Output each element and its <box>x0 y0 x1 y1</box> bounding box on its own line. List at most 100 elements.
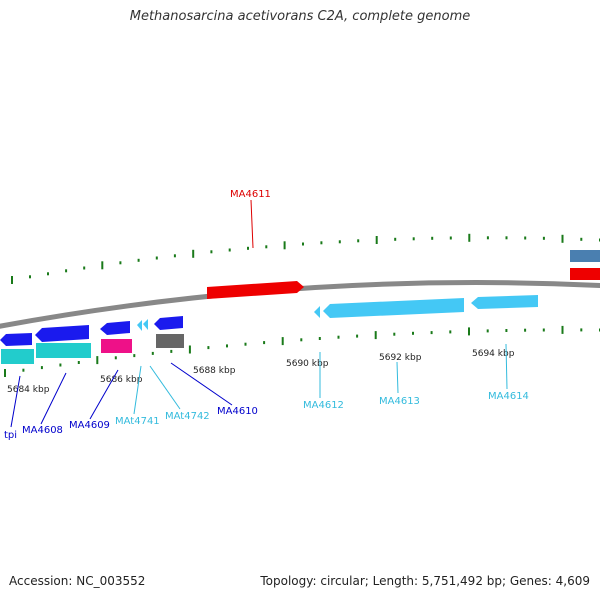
ruler-tick <box>486 329 489 333</box>
leader-MAt4742 <box>149 365 181 410</box>
gene-label-MA4614[interactable]: MA4614 <box>488 391 529 402</box>
ruler-tick <box>374 331 377 340</box>
gene-MA4613-arrow[interactable] <box>323 298 464 318</box>
gene-cyan-feature-2[interactable] <box>36 343 91 358</box>
ruler-tick <box>468 327 470 336</box>
genome-title: Methanosarcina acetivorans C2A, complete… <box>129 9 471 24</box>
ruler-tick <box>412 331 414 335</box>
gene-label-MA4611[interactable]: MA4611 <box>230 189 271 200</box>
gene-gray-feature[interactable] <box>156 334 184 348</box>
gene-label-MA4613[interactable]: MA4613 <box>379 396 420 407</box>
ruler-tick <box>449 236 452 240</box>
ruler-tick <box>449 330 452 334</box>
ruler-tick <box>561 325 564 334</box>
ruler-tick <box>59 363 62 367</box>
ruler-tick <box>337 335 340 339</box>
gene-label-tpi[interactable]: tpi <box>4 430 17 441</box>
scale-label: 5684 kbp <box>7 385 50 395</box>
ruler-tick <box>83 266 86 270</box>
gene-tpi-arrow[interactable] <box>0 333 32 346</box>
scale-label: 5688 kbp <box>193 366 236 376</box>
ruler-tick <box>338 240 341 244</box>
ruler-tick <box>101 261 104 270</box>
ruler-tick <box>155 256 158 260</box>
ruler-tick <box>375 236 378 244</box>
gene-label-MAt4741[interactable]: MAt4741 <box>115 416 160 427</box>
ruler-tick <box>11 276 13 284</box>
ruler-tick <box>192 249 195 258</box>
ruler-tick <box>228 248 231 252</box>
gene-label-MA4609[interactable]: MA4609 <box>69 420 110 431</box>
leader-MA4613 <box>396 361 399 394</box>
ruler-tick <box>29 275 31 279</box>
ruler-tick <box>357 239 360 243</box>
ruler-tick <box>542 328 545 332</box>
ruler-tick <box>394 237 397 241</box>
leader-MA4609 <box>89 369 119 420</box>
gene-MA4608-arrow[interactable] <box>35 325 89 342</box>
scale-label: 5692 kbp <box>379 353 422 363</box>
ruler-tick <box>133 354 136 358</box>
gene-MAt4741-arrow[interactable] <box>137 320 142 331</box>
ruler-tick <box>265 245 268 249</box>
ruler-tick <box>320 241 323 245</box>
gene-label-MA4612[interactable]: MA4612 <box>303 400 344 411</box>
gene-label-MA4608[interactable]: MA4608 <box>22 425 63 436</box>
ruler-tick <box>247 246 249 250</box>
gene-MA4614-arrow[interactable] <box>471 295 538 309</box>
ruler-tick <box>65 269 68 273</box>
gene-red-feature-right[interactable] <box>570 268 600 280</box>
gene-label-MA4610[interactable]: MA4610 <box>217 406 258 417</box>
scale-label: 5686 kbp <box>100 375 143 385</box>
ruler-tick <box>263 341 266 345</box>
ruler-tick <box>542 236 545 240</box>
gene-steel-feature[interactable] <box>570 250 600 262</box>
leader-MA4611 <box>250 199 254 249</box>
ruler-tick <box>505 329 508 332</box>
gene-MAt4742-arrow[interactable] <box>143 319 148 330</box>
gene-MA4611-arrow[interactable] <box>207 281 304 299</box>
leader-lines <box>10 199 508 428</box>
ruler-tick <box>4 369 6 377</box>
leader-tpi <box>10 375 21 428</box>
gene-MA4612-small-arrow[interactable] <box>314 306 320 318</box>
scale-label: 5694 kbp <box>472 349 515 359</box>
ruler-tick <box>300 338 303 342</box>
ruler-tick <box>524 328 527 332</box>
gene-labels: tpi MA4608 MA4609 MAt4741 MAt4742 MA4610… <box>4 189 529 441</box>
ruler-tick <box>77 361 80 364</box>
ruler-tick <box>210 250 213 254</box>
ruler-tick <box>173 254 176 258</box>
gene-MA4609-arrow[interactable] <box>100 321 130 335</box>
ruler-tick <box>524 236 527 240</box>
gene-magenta-feature[interactable] <box>101 339 132 353</box>
leader-MAt4741 <box>133 365 142 415</box>
ruler-tick <box>486 236 489 240</box>
ruler-tick <box>281 337 284 346</box>
ruler-tick <box>22 368 25 372</box>
ruler-tick <box>188 345 191 354</box>
ruler-tick <box>356 334 359 338</box>
ruler-tick <box>40 366 43 370</box>
ruler-tick <box>119 261 122 265</box>
ruler-tick <box>412 237 415 241</box>
gene-label-MAt4742[interactable]: MAt4742 <box>165 411 210 422</box>
ruler-tick <box>96 356 99 365</box>
scale-labels: 5684 kbp 5686 kbp 5688 kbp 5690 kbp 5692… <box>7 349 515 395</box>
ruler-tick <box>226 344 228 348</box>
ruler-tick <box>561 234 564 243</box>
ruler-tick <box>137 258 140 262</box>
gene-cyan-feature-1[interactable] <box>1 349 34 364</box>
accession-text: Accession: NC_003552 <box>9 574 146 588</box>
gene-MA4610-arrow[interactable] <box>154 316 183 330</box>
reverse-strand-features <box>0 295 538 364</box>
ruler-tick <box>151 351 154 355</box>
ruler-tick <box>580 237 583 241</box>
outer-ruler <box>11 233 600 284</box>
leader-MA4614 <box>505 343 508 390</box>
ruler-tick <box>207 346 210 350</box>
ruler-tick <box>431 236 434 240</box>
ruler-tick <box>302 242 304 246</box>
ruler-tick <box>283 241 286 250</box>
